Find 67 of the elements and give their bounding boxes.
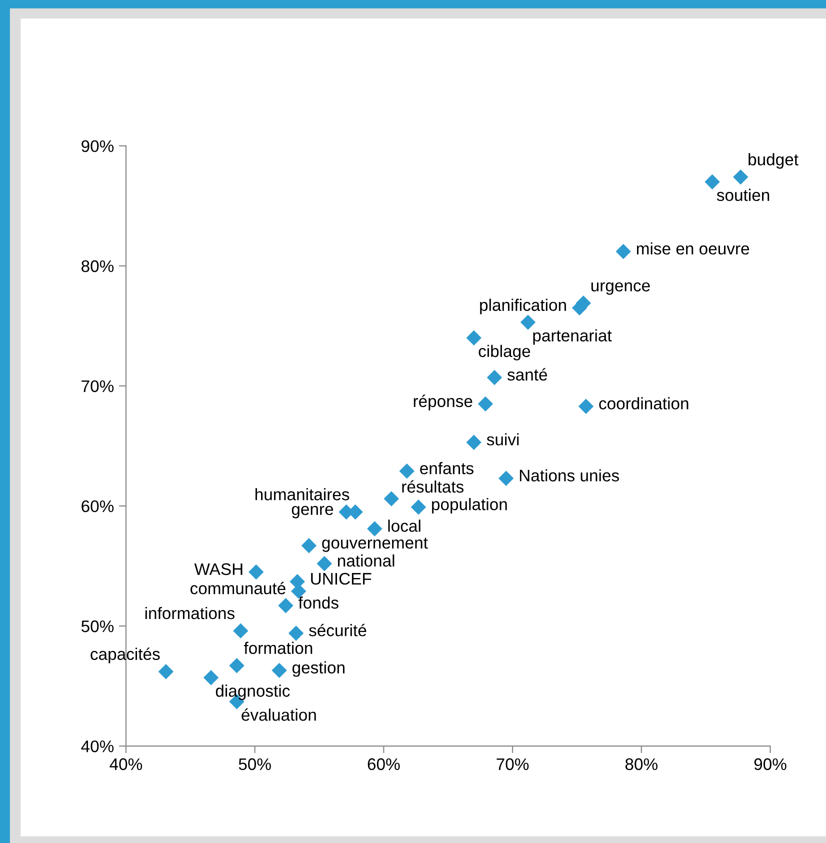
point: [203, 670, 219, 686]
data-label: capacités: [90, 648, 160, 664]
point: [278, 598, 294, 614]
point: [466, 330, 482, 346]
data-label: diagnostic: [216, 684, 290, 700]
data-label: population: [432, 498, 507, 514]
data-label: santé: [507, 368, 548, 381]
x-tick-label: 70%: [496, 758, 529, 770]
data-label: planification: [480, 298, 566, 314]
y-tick-label: 70%: [82, 380, 114, 392]
y-tick-label: 40%: [81, 740, 114, 752]
point: [578, 398, 594, 414]
data-label: formation: [244, 642, 312, 654]
point: [410, 500, 426, 515]
point: [384, 491, 400, 506]
data-label: enfants: [420, 462, 474, 474]
point: [158, 664, 174, 680]
data-label: genre: [292, 506, 334, 518]
data-label: mise en oeuvre: [636, 242, 750, 255]
point: [229, 658, 244, 674]
data-label: fonds: [298, 596, 338, 609]
point: [616, 244, 631, 260]
data-label: national: [338, 554, 394, 567]
data-label: WASH: [194, 563, 242, 576]
data-label: communauté: [190, 582, 286, 594]
point: [272, 662, 287, 678]
data-label: suivi: [486, 433, 519, 446]
x-tick-label: 40%: [110, 758, 142, 770]
point: [316, 556, 332, 572]
point: [288, 626, 304, 641]
point: [704, 174, 720, 190]
data-label: réponse: [414, 394, 472, 410]
x-tick-label: 60%: [368, 758, 400, 770]
data-label: informations: [145, 606, 234, 620]
data-label: évaluation: [242, 708, 316, 721]
point: [486, 370, 502, 386]
data-label: humanitaires: [256, 488, 350, 500]
point: [367, 521, 382, 536]
data-label: local: [388, 520, 420, 532]
data-label: budget: [748, 153, 798, 169]
data-label: partenariat: [533, 329, 612, 345]
y-tick-label: 90%: [82, 140, 114, 152]
y-tick-label: 80%: [82, 260, 114, 272]
point: [478, 396, 494, 412]
data-label: sécurité: [309, 624, 366, 636]
point: [301, 538, 317, 554]
data-label: urgence: [591, 282, 650, 295]
data-label: UNICEF: [311, 572, 372, 585]
data-label: gestion: [292, 661, 344, 677]
data-label: coordination: [599, 397, 688, 410]
y-tick-label: 50%: [81, 620, 114, 632]
point: [399, 464, 414, 479]
point: [498, 470, 514, 486]
point: [233, 623, 248, 638]
x-tick-label: 90%: [754, 758, 786, 770]
point: [248, 564, 264, 580]
data-label: Nations unies: [520, 469, 619, 482]
data-label: ciblage: [478, 344, 530, 360]
data-label: gouvernement: [322, 538, 428, 552]
x-tick-label: 50%: [238, 758, 271, 770]
point: [466, 434, 482, 450]
y-tick-label: 60%: [82, 500, 114, 512]
x-tick-label: 80%: [625, 758, 658, 770]
data-label: résultats: [402, 480, 464, 493]
point: [733, 169, 748, 185]
data-label: soutien: [716, 188, 770, 202]
point: [520, 314, 536, 330]
